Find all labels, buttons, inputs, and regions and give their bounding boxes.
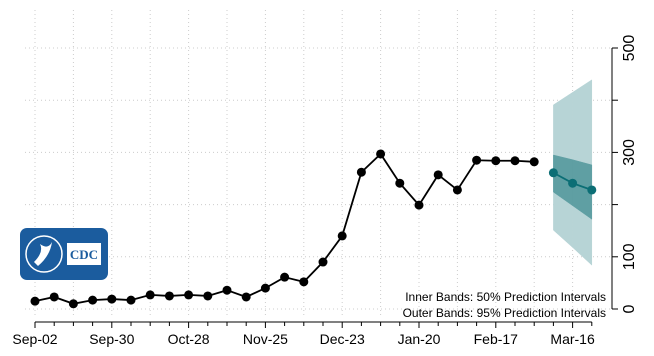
data-point: [30, 296, 40, 306]
cdc-logo: CDC: [20, 228, 108, 280]
annotation: Outer Bands: 95% Prediction Intervals: [403, 306, 606, 320]
y-tick-label: 300: [621, 139, 638, 166]
x-tick-label: Nov-25: [243, 331, 288, 347]
x-tick-label: Sep-02: [12, 331, 57, 347]
data-point: [452, 185, 462, 195]
data-point: [222, 285, 232, 295]
data-point: [568, 178, 578, 188]
y-tick-label: 0: [621, 304, 638, 313]
data-point: [587, 185, 597, 195]
data-point: [529, 157, 539, 167]
data-point: [164, 291, 174, 301]
data-point: [299, 277, 309, 287]
x-tick-label: Jan-20: [398, 331, 441, 347]
data-point: [241, 292, 251, 302]
x-tick-label: Feb-17: [474, 331, 519, 347]
y-tick-label: 500: [621, 35, 638, 62]
logo-box: [67, 243, 101, 265]
logo-background: [20, 228, 108, 280]
logo-text: CDC: [70, 247, 98, 262]
data-point: [472, 155, 482, 165]
data-point: [548, 168, 558, 178]
x-tick-label: Sep-30: [89, 331, 134, 347]
logo-eagle: [34, 242, 52, 266]
annotation: Inner Bands: 50% Prediction Intervals: [405, 290, 606, 304]
x-tick-label: Dec-23: [320, 331, 365, 347]
logo-seal: [25, 235, 63, 273]
data-point: [318, 257, 328, 267]
data-point: [145, 290, 155, 300]
prediction-band: [572, 159, 593, 220]
x-tick-label: Oct-28: [168, 331, 210, 347]
data-point: [376, 149, 386, 159]
data-point: [88, 295, 98, 305]
data-point: [280, 272, 290, 282]
y-tick-label: 100: [621, 243, 638, 270]
data-point: [395, 178, 405, 188]
data-point: [184, 290, 194, 300]
data-point: [491, 156, 501, 166]
data-point: [49, 292, 59, 302]
data-point: [203, 291, 213, 301]
data-point: [433, 170, 443, 180]
data-point: [126, 295, 136, 305]
data-point: [68, 299, 78, 309]
data-point: [107, 294, 117, 304]
data-point: [510, 156, 520, 166]
x-tick-label: Mar-16: [550, 331, 595, 347]
data-point: [414, 200, 424, 210]
data-point: [356, 167, 366, 177]
data-point: [260, 283, 270, 293]
data-point: [337, 231, 347, 241]
plot: 0 100 300 500 Sep-02 Sep-30 Oct-28 Nov-25 Dec-23…: [12, 10, 638, 347]
